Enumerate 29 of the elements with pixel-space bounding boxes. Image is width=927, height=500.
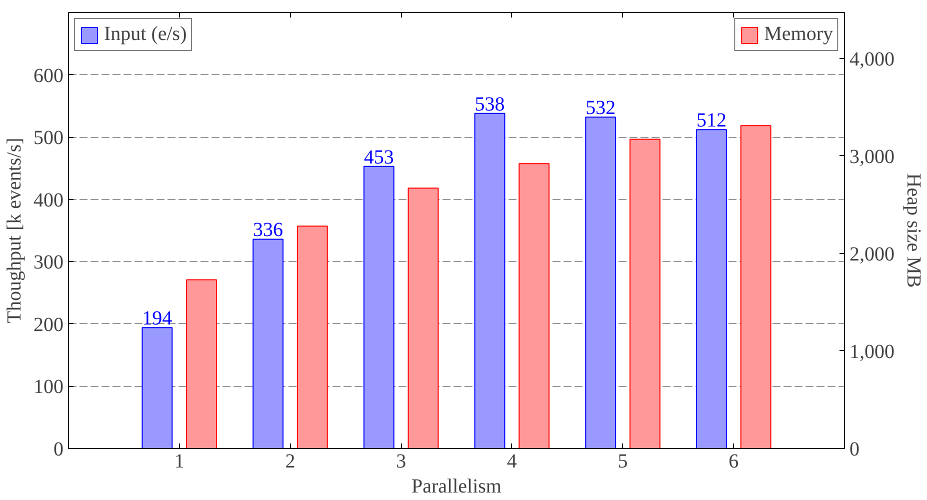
y2-tick-label: 4,000 bbox=[850, 48, 894, 70]
data-label: 336 bbox=[253, 219, 284, 242]
y2-tick-label: 3,000 bbox=[850, 146, 894, 168]
y2-axis-title: Heap size MB bbox=[902, 173, 924, 288]
x-tick-label: 2 bbox=[285, 450, 296, 472]
x-tick-label: 1 bbox=[174, 450, 184, 472]
y-tick-label: 500 bbox=[34, 127, 64, 150]
y2-tick-label: 0 bbox=[850, 438, 860, 460]
data-label: 453 bbox=[364, 146, 394, 168]
data-label: 532 bbox=[586, 97, 616, 120]
x-tick-label: 5 bbox=[618, 450, 628, 472]
x-axis-title: Parallelism bbox=[412, 476, 502, 498]
data-label: 194 bbox=[142, 308, 172, 330]
data-label: 512 bbox=[696, 110, 726, 132]
y2-tick-label: 2,000 bbox=[850, 243, 894, 266]
y-tick-label: 100 bbox=[34, 376, 64, 398]
legend-label: Input (e/s) bbox=[104, 23, 187, 46]
x-tick-label: 4 bbox=[506, 450, 517, 472]
y-axis-title: Thoughput [k events/s] bbox=[4, 138, 26, 324]
data-label: 538 bbox=[474, 93, 505, 116]
x-tick-label: 6 bbox=[728, 450, 739, 472]
y2-tick-label: 1,000 bbox=[850, 340, 894, 363]
y-tick-label: 200 bbox=[34, 314, 64, 336]
y-tick-label: 0 bbox=[54, 438, 64, 460]
x-tick-label: 3 bbox=[396, 450, 406, 472]
y-tick-label: 600 bbox=[34, 64, 64, 87]
y-tick-label: 400 bbox=[34, 189, 64, 212]
legend-label: Memory bbox=[764, 23, 833, 46]
y-tick-label: 300 bbox=[34, 252, 64, 274]
